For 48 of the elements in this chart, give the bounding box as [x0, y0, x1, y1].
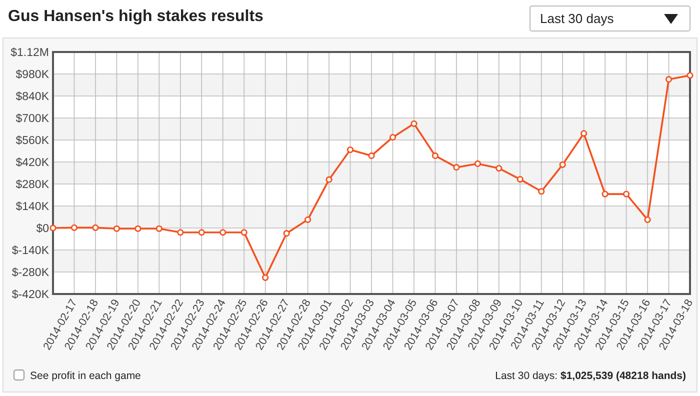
point: [346, 146, 354, 154]
point: [644, 216, 651, 223]
point: [326, 176, 332, 183]
point: [686, 72, 694, 79]
point: [156, 225, 162, 232]
y-tick-label: $0: [36, 223, 49, 235]
point: [453, 164, 460, 171]
point: [602, 190, 608, 198]
point: [283, 230, 290, 237]
point: [474, 160, 481, 168]
y-tick-label: $-140K: [12, 245, 50, 257]
text: $1,025,539 (48218 hands): [560, 370, 686, 382]
point: [368, 152, 375, 160]
point: [198, 229, 205, 236]
point: [220, 229, 226, 236]
y-tick-label: $1.12M: [10, 47, 49, 59]
point: [538, 188, 545, 195]
point: [304, 216, 312, 223]
point: [177, 229, 184, 236]
y-tick-label: $140K: [16, 201, 50, 213]
y-tick-label: $840K: [16, 91, 50, 103]
y-tick-label: $980K: [16, 69, 50, 81]
chart-title: Gus Hansen's high stakes results: [8, 8, 264, 25]
y-tick-label: $-280K: [12, 267, 50, 279]
point: [665, 76, 672, 83]
point: [389, 134, 396, 141]
y-tick-label: $280K: [16, 179, 50, 191]
text: See profit in each game: [30, 370, 142, 382]
point: [92, 224, 99, 231]
y-tick-label: $700K: [16, 113, 50, 125]
point: [623, 190, 630, 198]
point: [580, 130, 588, 137]
point: [70, 224, 78, 231]
y-tick-label: $420K: [16, 157, 50, 169]
period-dropdown: Last 30 days: [530, 6, 690, 32]
point: [496, 164, 502, 172]
point: [240, 229, 248, 236]
point: [262, 274, 269, 281]
point: [516, 176, 524, 183]
point: [432, 152, 438, 160]
y-tick-label: $-420K: [12, 289, 50, 301]
text: Last 30 days:: [495, 370, 560, 382]
point: [134, 225, 142, 232]
point: [559, 161, 566, 168]
point: [410, 120, 418, 127]
point: [113, 225, 120, 232]
y-tick-label: $560K: [16, 135, 50, 147]
point: [50, 224, 56, 232]
